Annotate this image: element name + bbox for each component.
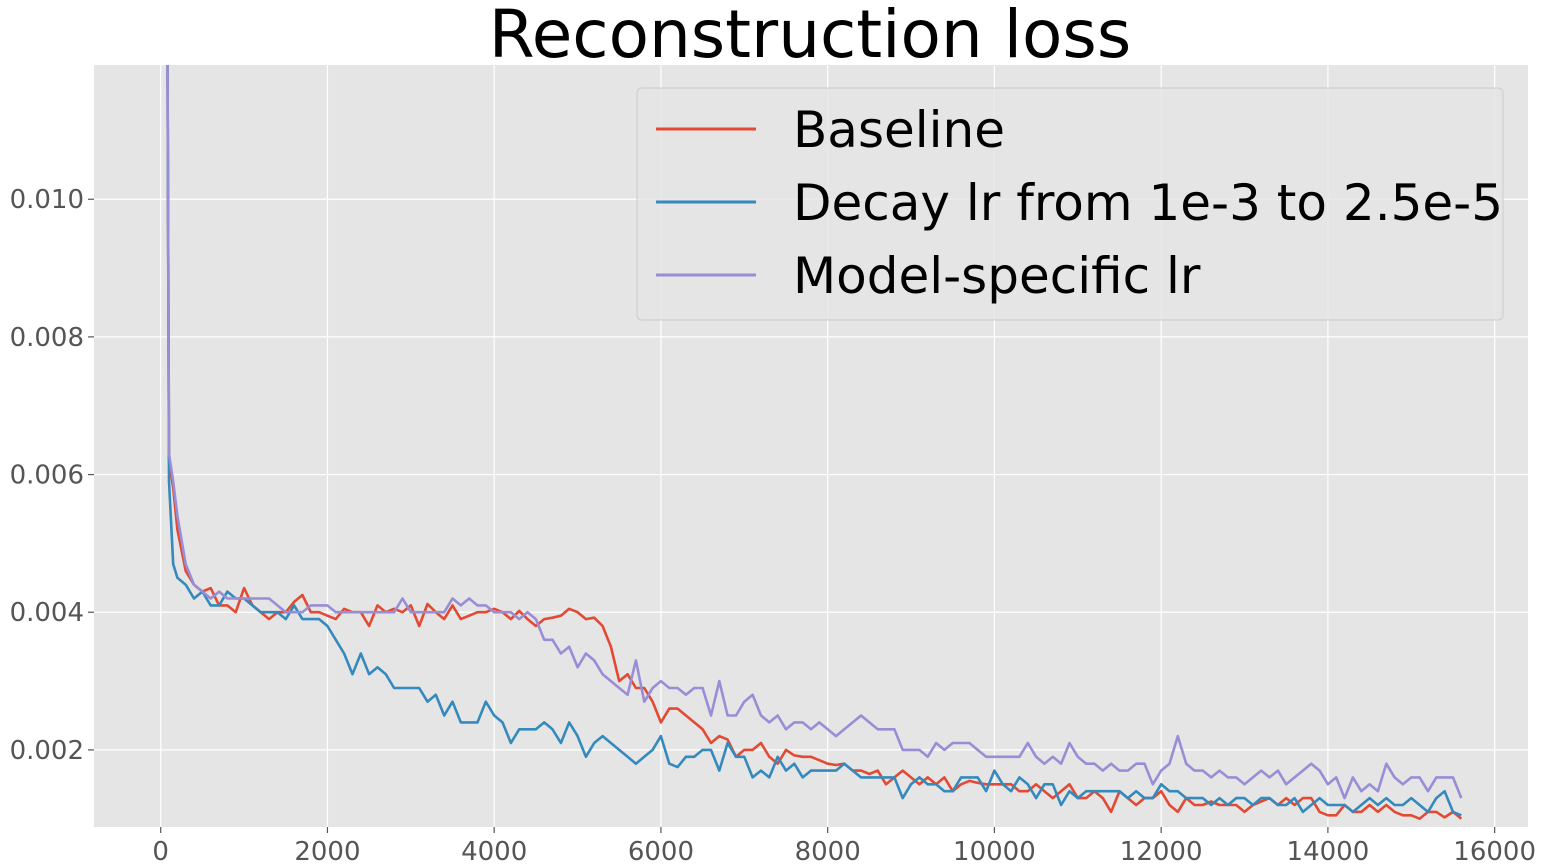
series-line-3 <box>166 65 1463 800</box>
legend-label-1: Baseline <box>793 101 1005 159</box>
y-axis: 0.002 0.004 0.006 0.008 0.010 <box>10 185 94 766</box>
x-tick-label: 4000 <box>461 837 527 866</box>
y-tick-label: 0.008 <box>10 323 84 353</box>
x-tick-label: 6000 <box>628 837 694 866</box>
x-tick-label: 10000 <box>953 837 1036 866</box>
x-tick-label: 8000 <box>795 837 861 866</box>
legend-label-3: Model-specific lr <box>793 247 1201 305</box>
x-tick-label: 16000 <box>1453 837 1536 866</box>
legend: Baseline Decay lr from 1e-3 to 2.5e-5 Mode… <box>636 87 1504 321</box>
y-tick-label: 0.004 <box>10 598 84 628</box>
y-tick-label: 0.002 <box>10 736 84 766</box>
x-axis: 0 2000 4000 6000 8000 10000 12000 14000 16000 <box>152 827 1536 866</box>
legend-box <box>636 87 1504 321</box>
series-lines <box>166 65 1463 820</box>
x-tick-label: 14000 <box>1287 837 1370 866</box>
y-tick-label: 0.010 <box>10 185 84 215</box>
y-tick-label: 0.006 <box>10 461 84 491</box>
chart-title: Reconstruction loss <box>489 0 1131 73</box>
series-line-2 <box>166 65 1462 817</box>
x-tick-label: 0 <box>152 837 169 866</box>
x-tick-label: 12000 <box>1120 837 1203 866</box>
series-line-1 <box>166 65 1463 820</box>
legend-label-2: Decay lr from 1e-3 to 2.5e-5 <box>793 174 1503 232</box>
x-tick-label: 2000 <box>294 837 360 866</box>
